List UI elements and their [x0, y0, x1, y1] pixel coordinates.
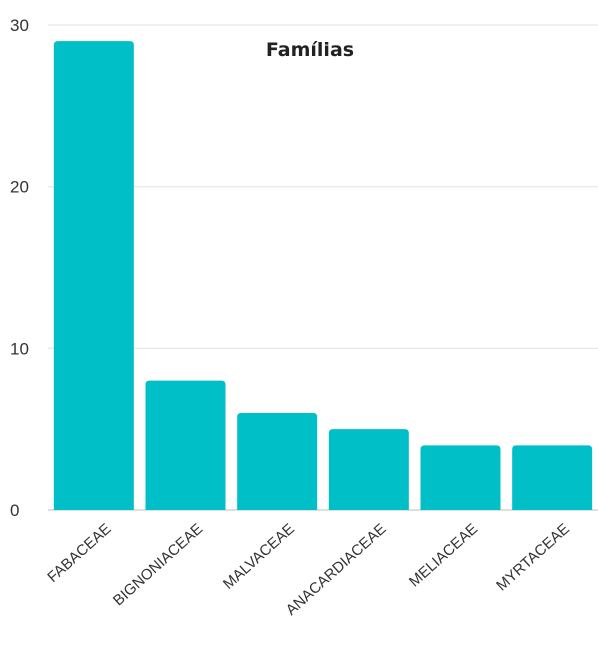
y-tick-label: 20	[10, 178, 29, 197]
bars	[53, 41, 593, 511]
bar-malvaceae	[237, 413, 318, 510]
x-tick-label: ANACARDIACEAE	[283, 520, 390, 619]
bar-bignoniaceae	[145, 380, 226, 510]
y-tick-label: 30	[10, 16, 29, 35]
chart-title: Famílias	[266, 39, 354, 61]
x-tick-label: BIGNONIACEAE	[110, 520, 206, 609]
x-tick-label: MALVACEAE	[220, 520, 298, 593]
y-axis-tick-labels: 0 10 20 30	[10, 16, 29, 520]
grid-lines	[48, 24, 598, 511]
bar-myrtaceae	[512, 445, 593, 510]
bar-fabaceae	[53, 41, 134, 511]
x-tick-label: FABACEAE	[44, 520, 114, 586]
x-tick-label: MELIACEAE	[406, 520, 481, 590]
y-tick-label: 10	[10, 339, 29, 358]
y-tick-label: 0	[10, 501, 19, 520]
bar-meliaceae	[420, 445, 501, 510]
bar-anacardiaceae	[328, 429, 409, 510]
x-tick-label: MYRTACEAE	[493, 520, 573, 594]
